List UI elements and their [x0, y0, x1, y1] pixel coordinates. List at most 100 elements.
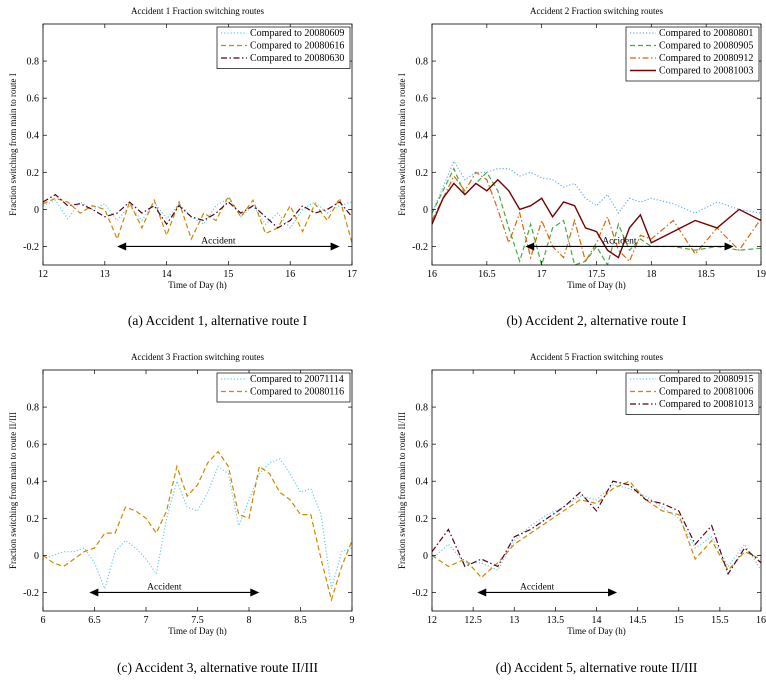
legend: Compared to 20080801 Compared to 20080905… — [625, 26, 760, 82]
chart-title: Accident 5 Fraction switching routes — [530, 352, 663, 362]
chart-title: Accident 2 Fraction switching routes — [530, 6, 663, 16]
legend-entry-3: Compared to 20080630 — [250, 53, 344, 64]
chart-title: Accident 1 Fraction switching routes — [131, 6, 264, 16]
y-tick-label: 0.4 — [416, 131, 429, 142]
legend: Compared to 20071114 Compared to 20080116 — [216, 372, 351, 403]
x-tick-label: 16.5 — [478, 269, 496, 280]
y-tick-label: 0.2 — [416, 514, 429, 525]
accident-label: Accident — [602, 236, 637, 246]
x-tick-label: 17 — [537, 269, 547, 280]
series-line-2 — [432, 480, 761, 579]
y-tick-label: 0 — [423, 205, 428, 216]
y-tick-label: 0.6 — [27, 94, 40, 105]
legend-entry-2: Compared to 20080616 — [250, 41, 344, 52]
x-tick-label: 13 — [509, 615, 519, 626]
x-tick-label: 17.5 — [588, 269, 606, 280]
series-line-3 — [432, 480, 761, 576]
accident-arrow-right-head — [608, 588, 618, 597]
accident-label: Accident — [201, 236, 236, 246]
y-axis-label: Fraction switching from main to route I — [397, 73, 407, 215]
y-axis-label: Fraction switching from main to route II… — [397, 412, 407, 569]
x-tick-label: 12.5 — [464, 615, 482, 626]
subfigure-caption: (b) Accident 2, alternative route I — [507, 313, 687, 328]
legend-entry-2: Compared to 20080116 — [250, 387, 344, 398]
legend: Compared to 20080915 Compared to 20081006… — [625, 372, 760, 415]
x-tick-label: 7.5 — [191, 615, 204, 626]
y-tick-label: -0.2 — [412, 242, 428, 253]
y-tick-label: 0 — [423, 551, 428, 562]
chart-title: Accident 3 Fraction switching routes — [131, 352, 264, 362]
y-tick-label: -0.2 — [412, 588, 428, 599]
x-tick-label: 14 — [162, 269, 172, 280]
legend: Compared to 20080609 Compared to 20080616… — [216, 26, 351, 69]
x-tick-label: 15 — [223, 269, 233, 280]
y-tick-label: 0.2 — [27, 168, 40, 179]
accident-arrow-left-head — [525, 242, 535, 251]
y-tick-label: 0.6 — [416, 94, 429, 105]
accident-arrow-left-head — [89, 588, 99, 597]
x-tick-label: 15.5 — [711, 615, 729, 626]
series-line-3 — [43, 193, 352, 229]
y-tick-label: 0.4 — [416, 477, 429, 488]
legend-entry-3: Compared to 20080912 — [659, 53, 753, 64]
series-line-1 — [432, 484, 761, 571]
x-axis-label: Time of Day (h) — [567, 626, 625, 636]
y-axis-label: Fraction switching from main to route I — [8, 73, 18, 215]
legend-entry-1: Compared to 20080609 — [250, 28, 344, 39]
x-tick-label: 8.5 — [294, 615, 307, 626]
subplot-3: Accident 6 6.5 7 7.5 8 8.5 9 -0.2 0 0.2 0.4 0.6 0.8 Ac… — [8, 352, 355, 675]
accident-arrow-right-head — [330, 242, 340, 251]
y-tick-label: -0.2 — [23, 242, 39, 253]
accident-arrow-right-head — [724, 242, 734, 251]
y-tick-label: 0.8 — [27, 403, 40, 414]
legend-entry-3: Compared to 20081013 — [659, 399, 753, 410]
legend-entry-1: Compared to 20080915 — [659, 374, 753, 385]
x-tick-label: 17 — [347, 269, 357, 280]
y-tick-label: 0.4 — [27, 477, 40, 488]
x-axis-label: Time of Day (h) — [567, 280, 625, 290]
legend-entry-4: Compared to 20081003 — [659, 66, 753, 77]
x-tick-label: 8 — [247, 615, 252, 626]
x-tick-label: 14 — [592, 615, 602, 626]
legend-entry-2: Compared to 20080905 — [659, 41, 753, 52]
y-tick-label: 0.6 — [27, 440, 40, 451]
x-tick-label: 15 — [674, 615, 684, 626]
x-tick-label: 16 — [285, 269, 295, 280]
x-tick-label: 16 — [756, 615, 766, 626]
y-tick-label: 0.2 — [27, 514, 40, 525]
x-tick-label: 16 — [427, 269, 437, 280]
y-tick-label: 0.8 — [27, 57, 40, 68]
series-line-2 — [43, 195, 352, 243]
x-tick-label: 13.5 — [547, 615, 565, 626]
x-tick-label: 12 — [427, 615, 437, 626]
subplot-2: Accident 16 16.5 17 17.5 18 18.5 19 -0.2 0 0.2 0.4 0… — [397, 6, 766, 328]
series-line-3 — [432, 171, 761, 263]
x-tick-label: 6.5 — [88, 615, 101, 626]
legend-entry-1: Compared to 20071114 — [250, 374, 344, 385]
x-tick-label: 14.5 — [629, 615, 647, 626]
x-tick-label: 6 — [41, 615, 46, 626]
y-tick-label: 0.6 — [416, 440, 429, 451]
accident-label: Accident — [147, 582, 182, 592]
x-axis-label: Time of Day (h) — [168, 280, 226, 290]
y-tick-label: 0 — [34, 205, 39, 216]
subfigure-caption: (a) Accident 1, alternative route I — [128, 313, 308, 328]
series-line-4 — [432, 178, 761, 259]
subfigure-caption: (d) Accident 5, alternative route II/III — [496, 660, 698, 675]
y-tick-label: 0.8 — [416, 403, 429, 414]
x-tick-label: 9 — [350, 615, 355, 626]
y-tick-label: 0.8 — [416, 57, 429, 68]
series-line-1 — [432, 159, 761, 215]
series-line-1 — [43, 197, 352, 229]
accident-arrow-left-head — [117, 242, 127, 251]
y-axis-label: Fraction switching from main to route II… — [8, 412, 18, 569]
series-line-2 — [43, 450, 352, 603]
x-tick-label: 12 — [38, 269, 48, 280]
x-tick-label: 7 — [144, 615, 149, 626]
axes-frame — [42, 23, 353, 266]
accident-arrow-right-head — [250, 588, 260, 597]
legend-box — [216, 372, 351, 403]
accident-arrow-left-head — [477, 588, 487, 597]
legend-entry-2: Compared to 20081006 — [659, 387, 753, 398]
